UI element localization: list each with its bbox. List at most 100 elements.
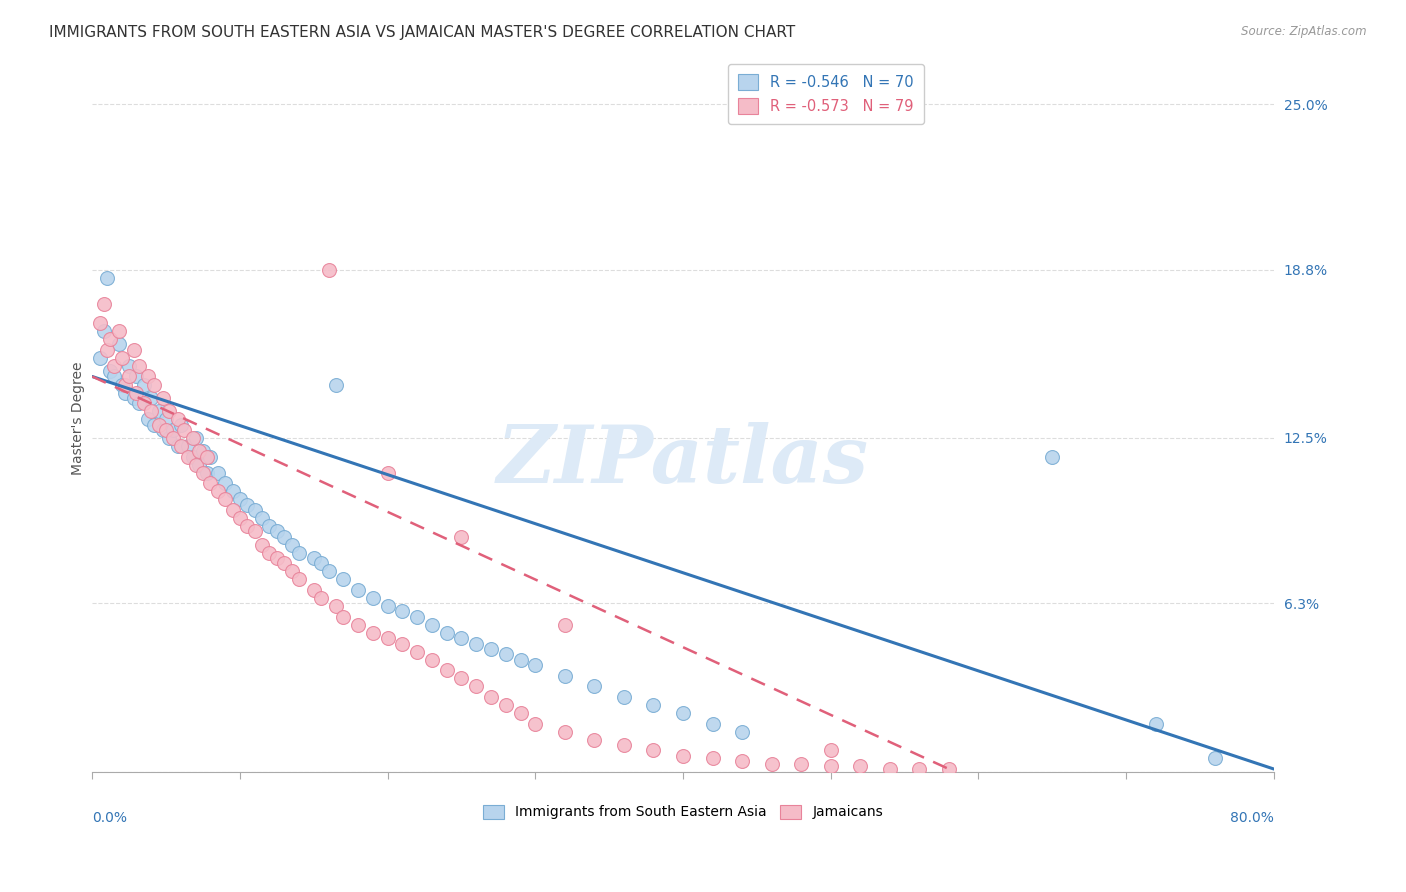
- Point: [259, 546, 281, 560]
- Point: [136, 412, 159, 426]
- Point: [613, 690, 636, 704]
- Point: [103, 359, 125, 373]
- Point: [273, 530, 295, 544]
- Point: [250, 511, 273, 525]
- Point: [524, 657, 547, 672]
- Point: [731, 724, 754, 739]
- Point: [187, 458, 209, 472]
- Point: [361, 625, 384, 640]
- Point: [125, 369, 148, 384]
- Point: [166, 439, 188, 453]
- Point: [122, 343, 145, 357]
- Point: [332, 573, 354, 587]
- Point: [554, 724, 576, 739]
- Point: [702, 751, 724, 765]
- Y-axis label: Master's Degree: Master's Degree: [72, 361, 86, 475]
- Point: [181, 450, 204, 464]
- Point: [141, 391, 163, 405]
- Point: [200, 450, 222, 464]
- Point: [361, 591, 384, 606]
- Point: [420, 652, 443, 666]
- Point: [761, 756, 783, 771]
- Point: [259, 519, 281, 533]
- Point: [450, 671, 472, 685]
- Text: 0.0%: 0.0%: [93, 811, 127, 824]
- Point: [177, 450, 200, 464]
- Point: [207, 466, 229, 480]
- Point: [103, 369, 125, 384]
- Point: [236, 519, 259, 533]
- Point: [148, 417, 170, 432]
- Point: [325, 377, 347, 392]
- Point: [98, 332, 121, 346]
- Point: [524, 716, 547, 731]
- Point: [125, 385, 148, 400]
- Point: [509, 706, 531, 720]
- Point: [191, 466, 214, 480]
- Point: [325, 599, 347, 614]
- Point: [229, 511, 252, 525]
- Point: [132, 377, 155, 392]
- Point: [450, 631, 472, 645]
- Point: [377, 631, 399, 645]
- Point: [214, 476, 236, 491]
- Point: [554, 617, 576, 632]
- Point: [177, 439, 200, 453]
- Point: [347, 617, 370, 632]
- Point: [554, 668, 576, 682]
- Point: [643, 698, 665, 712]
- Point: [302, 551, 325, 566]
- Point: [155, 423, 177, 437]
- Point: [820, 743, 842, 757]
- Point: [465, 636, 488, 650]
- Point: [200, 476, 222, 491]
- Point: [302, 583, 325, 598]
- Point: [118, 369, 141, 384]
- Point: [107, 324, 129, 338]
- Point: [136, 369, 159, 384]
- Point: [122, 391, 145, 405]
- Point: [731, 754, 754, 768]
- Point: [465, 679, 488, 693]
- Point: [288, 573, 311, 587]
- Point: [152, 391, 174, 405]
- Legend: Immigrants from South Eastern Asia, Jamaicans: Immigrants from South Eastern Asia, Jama…: [478, 799, 889, 825]
- Point: [790, 756, 813, 771]
- Point: [479, 690, 502, 704]
- Point: [243, 503, 266, 517]
- Point: [162, 423, 184, 437]
- Point: [170, 439, 193, 453]
- Point: [96, 343, 118, 357]
- Point: [128, 396, 150, 410]
- Point: [479, 641, 502, 656]
- Point: [879, 762, 901, 776]
- Point: [89, 351, 111, 365]
- Text: 80.0%: 80.0%: [1230, 811, 1274, 824]
- Point: [288, 546, 311, 560]
- Point: [170, 417, 193, 432]
- Point: [132, 396, 155, 410]
- Text: ZIPatlas: ZIPatlas: [496, 422, 869, 500]
- Point: [450, 530, 472, 544]
- Point: [1204, 751, 1226, 765]
- Point: [197, 466, 219, 480]
- Point: [166, 412, 188, 426]
- Point: [98, 364, 121, 378]
- Point: [181, 431, 204, 445]
- Point: [143, 417, 166, 432]
- Point: [280, 538, 302, 552]
- Point: [187, 444, 209, 458]
- Point: [420, 617, 443, 632]
- Point: [128, 359, 150, 373]
- Point: [93, 324, 115, 338]
- Point: [157, 431, 180, 445]
- Point: [229, 492, 252, 507]
- Point: [509, 652, 531, 666]
- Point: [672, 748, 695, 763]
- Point: [309, 557, 332, 571]
- Point: [495, 647, 517, 661]
- Text: IMMIGRANTS FROM SOUTH EASTERN ASIA VS JAMAICAN MASTER'S DEGREE CORRELATION CHART: IMMIGRANTS FROM SOUTH EASTERN ASIA VS JA…: [49, 25, 796, 40]
- Point: [347, 583, 370, 598]
- Point: [849, 759, 872, 773]
- Point: [266, 524, 288, 539]
